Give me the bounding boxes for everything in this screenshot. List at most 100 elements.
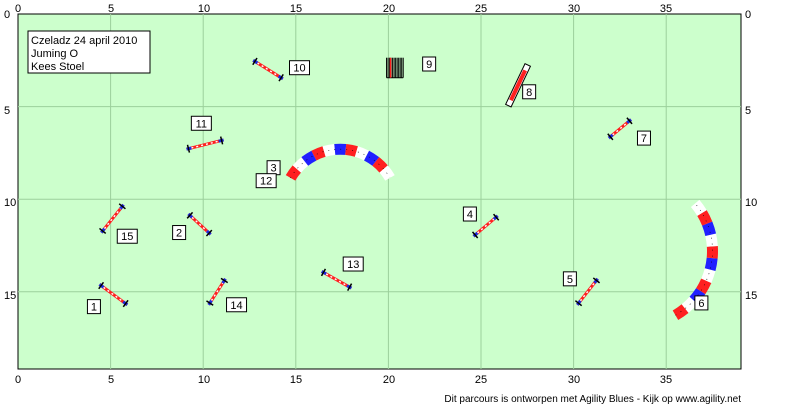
number-text: 13 <box>347 259 359 271</box>
jump-bar-stripes <box>99 283 128 306</box>
seesaw-plank-color <box>509 69 527 102</box>
info-line-class: Juming O <box>31 48 79 60</box>
x-tick-label: 0 <box>15 374 21 386</box>
jump-13 <box>320 268 353 291</box>
jump-wing <box>320 268 327 277</box>
number-text: 1 <box>91 302 97 314</box>
y-tick-label: 0 <box>745 9 751 21</box>
obstacle-number-9: 9 <box>422 56 437 72</box>
jump-1 <box>98 281 129 308</box>
number-text: 10 <box>293 63 305 75</box>
tunnel-segment <box>363 150 380 166</box>
jump-wing <box>118 203 126 210</box>
jump-bar-stripes <box>252 59 284 80</box>
number-box <box>190 115 212 131</box>
y-axis-left: 0 5 10 15 <box>4 9 16 302</box>
y-tick-label: 5 <box>4 105 10 117</box>
jump-wing <box>492 213 500 221</box>
x-tick-label: 10 <box>198 374 210 386</box>
y-tick-label: 15 <box>745 290 757 302</box>
jump-bar-stripes <box>100 204 125 233</box>
jump-wing <box>98 227 107 235</box>
number-box <box>562 271 577 287</box>
x-axis-top: 0 5 10 15 20 25 30 35 <box>15 3 672 15</box>
y-tick-label: 10 <box>745 197 757 209</box>
obstacle-number-3: 3 <box>266 160 281 176</box>
obstacles-layer <box>98 57 718 320</box>
obstacle-number-8: 8 <box>522 84 537 100</box>
x-tick-label: 20 <box>383 374 395 386</box>
obstacle-number-13: 13 <box>342 256 364 272</box>
jump-wing <box>220 277 229 284</box>
number-text: 14 <box>230 300 242 312</box>
tunnel-segment <box>701 268 716 283</box>
number-box <box>422 56 437 72</box>
jump-wing <box>278 73 284 82</box>
obstacle-number-10: 10 <box>289 60 311 76</box>
number-box <box>255 173 277 189</box>
jump-wing <box>471 231 479 239</box>
jump-5 <box>574 277 601 307</box>
number-text: 7 <box>641 133 647 145</box>
jump-10 <box>252 57 284 82</box>
tunnel-segment <box>681 296 698 313</box>
jump-wing <box>252 57 258 66</box>
obstacle-number-11: 11 <box>190 115 212 131</box>
obstacle-number-1: 1 <box>86 299 101 315</box>
x-tick-label: 30 <box>568 3 580 15</box>
jump-wing <box>347 283 353 291</box>
x-tick-label: 25 <box>475 3 487 15</box>
seesaw-8 <box>504 62 532 108</box>
number-text: 8 <box>526 87 532 99</box>
tunnel-3 <box>285 143 395 181</box>
number-text: 2 <box>176 228 182 240</box>
x-tick-label: 5 <box>108 3 114 15</box>
tunnel-segment <box>697 210 713 226</box>
number-box <box>116 228 138 244</box>
number-box <box>172 225 187 241</box>
weave-poles-9 <box>386 57 404 79</box>
number-box <box>694 295 709 311</box>
obstacle-number-5: 5 <box>562 271 577 287</box>
jump-wing <box>205 229 213 237</box>
x-tick-label: 20 <box>383 3 395 15</box>
y-tick-label: 0 <box>4 9 10 21</box>
tunnel-segment <box>702 221 717 237</box>
tunnel-segment <box>372 157 388 173</box>
tunnel-segment <box>345 143 358 157</box>
y-axis-right: 0 5 10 15 <box>745 9 757 302</box>
obstacle-number-12: 12 <box>255 173 277 189</box>
jump-wing <box>626 117 633 125</box>
obstacle-number-7: 7 <box>636 130 651 146</box>
number-box <box>636 130 651 146</box>
jump-wing <box>219 136 224 145</box>
tunnel-segment <box>690 199 707 216</box>
jump-wing <box>607 133 614 141</box>
info-line-event: Czeladz 24 april 2010 <box>31 35 137 47</box>
footer-credit: Dit parcours is ontworpen met Agility Bl… <box>444 394 741 405</box>
obstacle-number-4: 4 <box>462 206 477 222</box>
info-line-judge: Kees Stoel <box>31 61 84 73</box>
x-tick-label: 0 <box>15 3 21 15</box>
number-text: 11 <box>196 118 207 130</box>
jump-wing <box>98 281 105 290</box>
obstacle-number-6: 6 <box>694 295 709 311</box>
jump-wing <box>186 144 191 153</box>
x-tick-label: 30 <box>568 374 580 386</box>
jump-wing <box>206 300 214 306</box>
x-axis-bottom: 0 5 10 15 20 25 30 35 <box>15 374 672 386</box>
x-tick-label: 5 <box>108 374 114 386</box>
tunnel-segment <box>292 157 309 173</box>
y-tick-label: 10 <box>4 197 16 209</box>
tunnel-segment <box>301 150 317 166</box>
y-tick-label: 5 <box>745 105 751 117</box>
obstacle-number-14: 14 <box>226 297 248 313</box>
x-tick-label: 15 <box>290 3 302 15</box>
number-text: 6 <box>698 298 704 310</box>
number-box <box>86 299 101 315</box>
y-tick-label: 15 <box>4 290 16 302</box>
tunnel-segment <box>311 146 326 161</box>
jump-11 <box>186 136 224 153</box>
jump-15 <box>98 203 126 235</box>
